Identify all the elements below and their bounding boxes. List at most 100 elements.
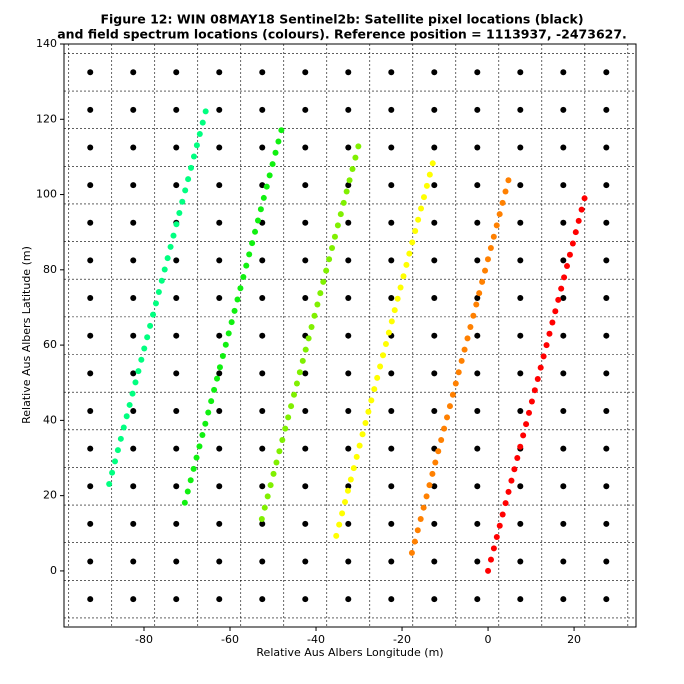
pixel-center (517, 219, 524, 226)
spectrum-point (514, 455, 521, 462)
pixel-center (560, 445, 567, 452)
pixel-center (259, 144, 266, 151)
pixel-center (259, 520, 266, 527)
spectrum-point (185, 176, 192, 183)
pixel-center (173, 144, 180, 151)
pixel-center (431, 370, 438, 377)
pixel-center (560, 69, 567, 76)
pixel-center (302, 257, 309, 264)
spectrum-point (225, 330, 232, 337)
spectrum-point (487, 556, 494, 563)
pixel-center (517, 596, 524, 603)
pixel-center (302, 182, 309, 189)
spectrum-point (126, 401, 133, 408)
pixel-center (517, 370, 524, 377)
pixel-center (431, 69, 438, 76)
spectrum-point (302, 346, 309, 353)
pixel-center (388, 182, 395, 189)
pixel-center (87, 69, 94, 76)
pixel-center (474, 182, 481, 189)
pixel-center (216, 106, 223, 113)
spectrum-point (444, 414, 451, 421)
spectrum-point (132, 379, 139, 386)
pixel-center (173, 69, 180, 76)
spectrum-point (525, 409, 532, 416)
pixel-center (259, 69, 266, 76)
x-tick-label: -20 (393, 633, 411, 646)
spectrum-point (336, 521, 343, 528)
pixel-center (259, 445, 266, 452)
pixel-center (216, 219, 223, 226)
spectrum-point (246, 251, 253, 258)
pixel-center (431, 219, 438, 226)
spectrum-point (499, 199, 506, 206)
pixel-center (560, 483, 567, 490)
spectrum-point (365, 408, 372, 415)
spectrum-point (408, 549, 415, 556)
spectrum-point (144, 334, 151, 341)
spectrum-point (458, 357, 465, 364)
pixel-center (173, 295, 180, 302)
spectrum-point (193, 454, 200, 461)
pixel-center (345, 370, 352, 377)
pixel-center (87, 257, 94, 264)
spectrum-point (222, 341, 229, 348)
pixel-center (560, 596, 567, 603)
spectrum-point (211, 386, 218, 393)
spectrum-point (377, 363, 384, 370)
spectrum-point (423, 493, 430, 500)
spectrum-point (261, 504, 268, 511)
spectrum-point (123, 413, 130, 420)
spectrum-point (502, 500, 509, 507)
y-tick-label: 60 (43, 338, 57, 351)
y-tick-label: 100 (36, 188, 57, 201)
pixel-center (474, 106, 481, 113)
y-tick-label: 120 (36, 112, 57, 125)
spectrum-point (138, 356, 145, 363)
pixel-center (216, 483, 223, 490)
spectrum-point (420, 504, 427, 511)
spectrum-point (285, 414, 292, 421)
spectrum-point (473, 301, 480, 308)
spectrum-point (311, 312, 318, 319)
pixel-center (560, 257, 567, 264)
pixel-center (603, 219, 610, 226)
pixel-center (517, 182, 524, 189)
pixel-center (216, 182, 223, 189)
pixel-center (388, 520, 395, 527)
spectrum-point (167, 243, 174, 250)
spectrum-point (184, 488, 191, 495)
spectrum-point (496, 211, 503, 218)
pixel-center (431, 483, 438, 490)
spectrum-point (575, 217, 582, 224)
pixel-center (216, 558, 223, 565)
pixel-center (130, 558, 137, 565)
spectrum-point (155, 289, 162, 296)
pixel-center (388, 69, 395, 76)
spectrum-point (314, 301, 321, 308)
spectrum-point (260, 194, 267, 201)
spectrum-point (517, 443, 524, 450)
spectrum-point (249, 240, 256, 247)
spectrum-point (170, 232, 177, 239)
pixel-center (345, 219, 352, 226)
pixel-center (474, 483, 481, 490)
spectrum-point (482, 267, 489, 274)
pixel-center (216, 257, 223, 264)
pixel-center (173, 407, 180, 414)
pixel-center (560, 219, 567, 226)
pixel-center (431, 257, 438, 264)
spectrum-point (296, 369, 303, 376)
spectrum-point (340, 199, 347, 206)
pixel-center (388, 445, 395, 452)
spectrum-point (403, 261, 410, 268)
x-tick-label: -40 (307, 633, 325, 646)
pixel-center (216, 445, 223, 452)
spectrum-point (288, 403, 295, 410)
pixel-center (560, 332, 567, 339)
spectrum-point (237, 285, 244, 292)
spectrum-point (199, 432, 206, 439)
spectrum-point (342, 499, 349, 506)
spectrum-point (331, 233, 338, 240)
